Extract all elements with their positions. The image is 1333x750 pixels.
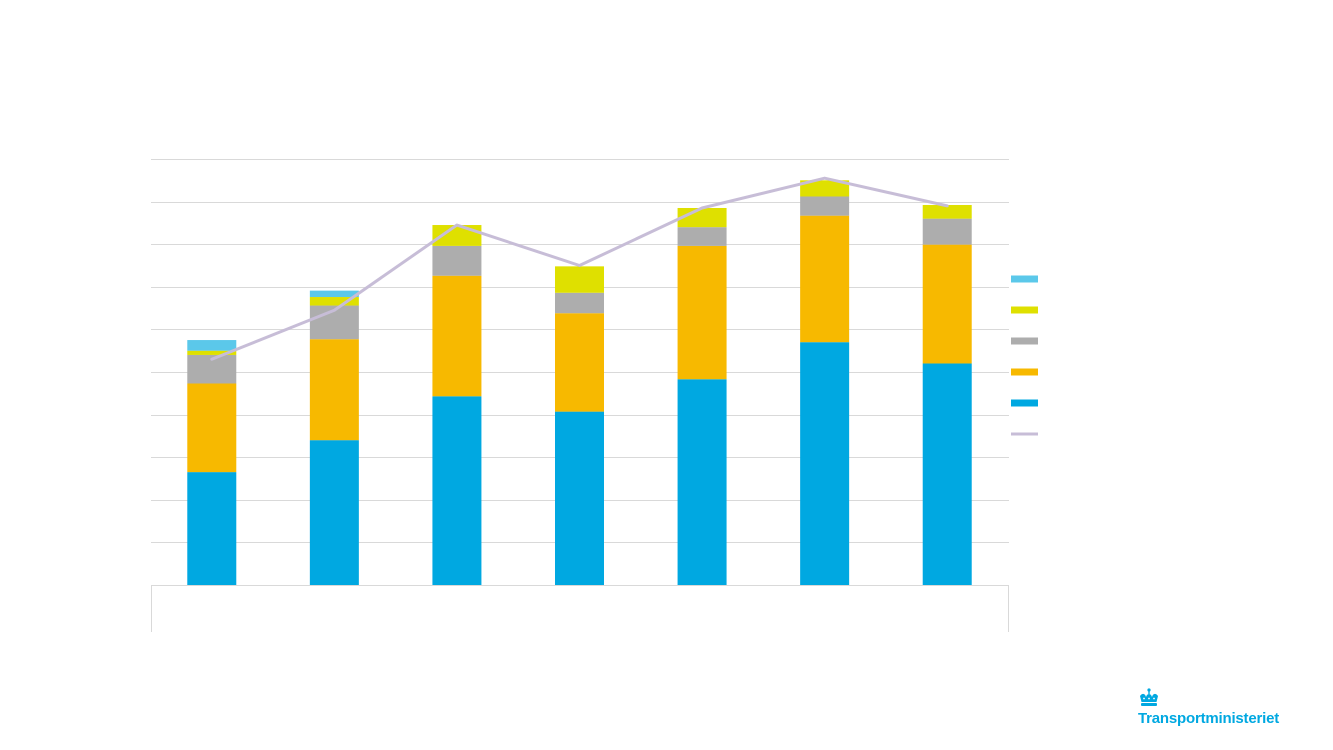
legend-swatch-series-5 [1011, 399, 1038, 407]
bar-series-3 [922, 218, 972, 245]
trend-line [210, 176, 949, 361]
bar-series-3 [800, 196, 850, 216]
bar-series-4 [555, 313, 604, 412]
bar-series-4 [677, 245, 727, 380]
bar-series-4 [187, 383, 237, 473]
bar-series-2 [555, 266, 604, 293]
legend [1011, 275, 1038, 436]
bar-series-5 [922, 363, 972, 585]
bar-series-3 [555, 292, 604, 314]
logo-text: Transportministeriet [1138, 710, 1280, 727]
plot-frame [151, 585, 1009, 632]
bar-series-3 [677, 227, 727, 246]
bar-series-2 [309, 297, 359, 306]
trend-line-path [210, 176, 949, 361]
bar-series-5 [187, 472, 237, 585]
bar-series-2 [800, 180, 850, 197]
bar-series-3 [432, 245, 482, 276]
legend-swatch-series-1 [1011, 275, 1038, 283]
bar-series-4 [800, 215, 850, 343]
legend-swatch-series-3 [1011, 337, 1038, 345]
bar-series-5 [309, 440, 359, 585]
legend-swatch-series-4 [1011, 368, 1038, 376]
bar-series-5 [677, 379, 727, 585]
bar-series-4 [309, 339, 359, 441]
bar-series-4 [922, 244, 972, 364]
bar-series-2 [922, 205, 972, 219]
bar-series-5 [432, 396, 482, 585]
bar-series-2 [187, 350, 237, 355]
crown-icon [1140, 688, 1158, 706]
legend-swatch-series-2 [1011, 306, 1038, 314]
bar-series-1 [187, 340, 237, 351]
transportministeriet-logo: Transportministeriet [1136, 688, 1306, 730]
bar-series-1 [309, 290, 359, 298]
bar-series-5 [800, 342, 850, 585]
bar-series-4 [432, 275, 482, 397]
bar-series-5 [555, 411, 604, 585]
bars [187, 180, 972, 585]
